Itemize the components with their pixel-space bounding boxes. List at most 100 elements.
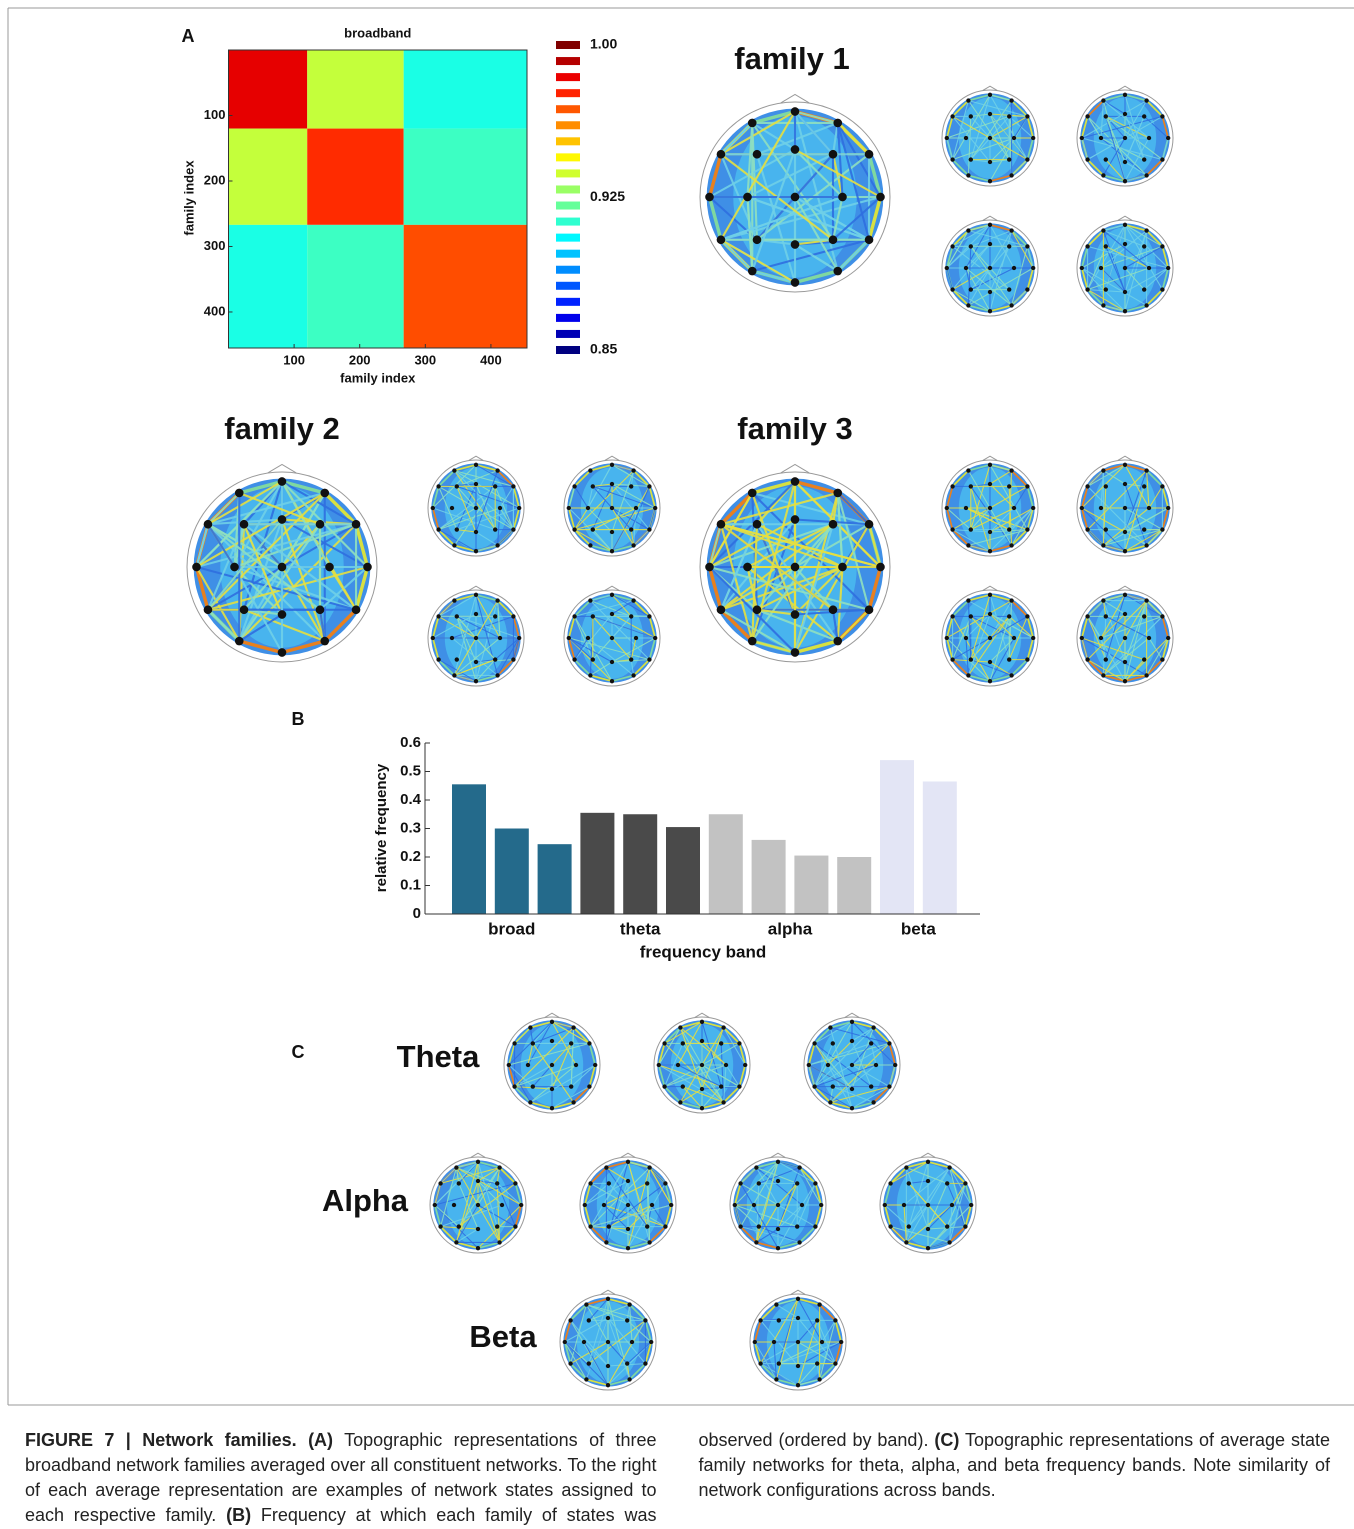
topo-node <box>1123 463 1127 467</box>
y-tick-label: 0.6 <box>400 734 421 751</box>
topo-node <box>838 563 847 572</box>
topo-node <box>474 612 478 616</box>
topo-node <box>452 598 456 602</box>
family-title: family 2 <box>224 411 339 446</box>
topo-node <box>629 614 633 618</box>
topo-plot <box>942 86 1038 186</box>
topo-node <box>1085 287 1089 291</box>
topo-node <box>457 1224 461 1228</box>
topo-node <box>1012 636 1016 640</box>
topo-node <box>1160 157 1164 161</box>
topo-node <box>587 1318 591 1322</box>
topo-node <box>754 1165 758 1169</box>
topo-node <box>634 506 638 510</box>
y-tick-label: 0.5 <box>400 762 421 779</box>
topo-node <box>743 1063 747 1067</box>
topo-node <box>753 1340 757 1344</box>
topo-node <box>495 543 499 547</box>
topo-node <box>1142 157 1146 161</box>
topo-node <box>572 527 576 531</box>
topo-node <box>653 636 657 640</box>
topo-node <box>625 1361 629 1365</box>
topo-node <box>476 1179 480 1183</box>
topo-node <box>1007 527 1011 531</box>
topo-node <box>988 266 992 270</box>
bar <box>923 781 957 914</box>
topo-node <box>1007 114 1011 118</box>
topo-node <box>531 1084 535 1088</box>
topo-node <box>629 657 633 661</box>
topo-node <box>278 563 287 572</box>
topo-node <box>865 520 874 529</box>
topo-node <box>758 1361 762 1365</box>
topo-node <box>950 657 954 661</box>
topo-plot <box>942 216 1038 316</box>
topo-node <box>1142 657 1146 661</box>
topo-node <box>737 1084 741 1088</box>
topo-node <box>1009 228 1013 232</box>
topo-node <box>1104 484 1108 488</box>
topo-node <box>1025 244 1029 248</box>
topo-node <box>717 520 726 529</box>
heatmap-title: broadband <box>344 25 411 40</box>
topo-plot <box>1077 456 1173 556</box>
topo-node <box>817 1377 821 1381</box>
topo-node <box>791 515 800 524</box>
topo-node <box>681 1041 685 1045</box>
topo-plot <box>564 586 660 686</box>
topo-node <box>452 468 456 472</box>
topo-node <box>753 605 762 614</box>
topo-node <box>791 240 800 249</box>
topo-node <box>700 1063 704 1067</box>
topo-node <box>1123 160 1127 164</box>
topo-node <box>1099 506 1103 510</box>
topo-node <box>495 673 499 677</box>
topo-node <box>493 657 497 661</box>
topo-node <box>498 636 502 640</box>
x-tick-label: 200 <box>349 352 371 367</box>
topo-node <box>1101 173 1105 177</box>
topo-node <box>278 648 287 657</box>
topo-node <box>820 1340 824 1344</box>
topo-node <box>629 527 633 531</box>
topo-node <box>583 1203 587 1207</box>
topo-node <box>278 515 287 524</box>
band-title: Beta <box>469 1319 537 1354</box>
topo-node <box>743 563 752 572</box>
topo-node <box>567 636 571 640</box>
topo-node <box>363 563 372 572</box>
topo-node <box>1031 636 1035 640</box>
topo-node <box>495 598 499 602</box>
topo-node <box>988 463 992 467</box>
topo-node <box>631 468 635 472</box>
topo-node <box>610 636 614 640</box>
bar <box>666 827 700 914</box>
topo-node <box>791 193 800 202</box>
topo-node <box>531 1041 535 1045</box>
topo-node <box>1142 114 1146 118</box>
bar <box>580 813 614 914</box>
topo-node <box>791 477 800 486</box>
topo-plot <box>1077 86 1173 186</box>
topo-node <box>610 612 614 616</box>
topo-node <box>829 520 838 529</box>
topo-node <box>278 610 287 619</box>
topo-node <box>865 605 874 614</box>
topo-node <box>876 193 885 202</box>
colorbar-step <box>556 330 580 338</box>
colorbar-step <box>556 250 580 258</box>
topo-node <box>647 484 651 488</box>
topo-node <box>604 1240 608 1244</box>
topo-node <box>1025 657 1029 661</box>
topo-node <box>966 673 970 677</box>
topo-node <box>204 605 213 614</box>
topo-node <box>1080 266 1084 270</box>
band-title: Alpha <box>322 1183 409 1218</box>
topo-node <box>950 244 954 248</box>
topo-node <box>626 1203 630 1207</box>
topo-node <box>602 1203 606 1207</box>
heatmap-cell <box>307 129 403 225</box>
topo-node <box>1123 679 1127 683</box>
topo-node <box>1104 244 1108 248</box>
topo-node <box>871 1025 875 1029</box>
